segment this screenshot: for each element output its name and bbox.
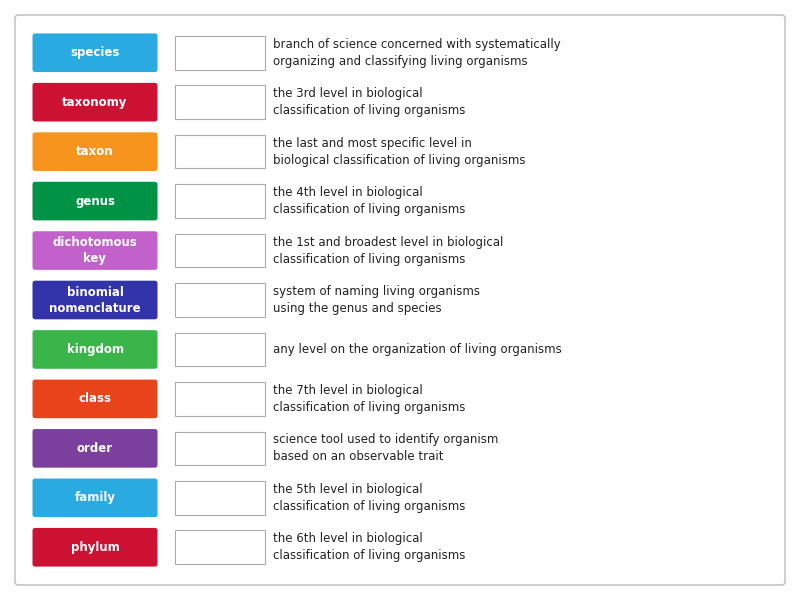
Text: kingdom: kingdom <box>66 343 123 356</box>
FancyBboxPatch shape <box>33 429 158 467</box>
FancyBboxPatch shape <box>175 85 265 119</box>
FancyBboxPatch shape <box>175 234 265 268</box>
Text: the 1st and broadest level in biological
classification of living organisms: the 1st and broadest level in biological… <box>273 236 503 266</box>
FancyBboxPatch shape <box>33 281 158 319</box>
Text: taxon: taxon <box>76 145 114 158</box>
Text: order: order <box>77 442 113 455</box>
Text: the 5th level in biological
classification of living organisms: the 5th level in biological classificati… <box>273 483 466 513</box>
FancyBboxPatch shape <box>175 36 265 70</box>
FancyBboxPatch shape <box>175 184 265 218</box>
FancyBboxPatch shape <box>175 283 265 317</box>
FancyBboxPatch shape <box>175 481 265 515</box>
Text: any level on the organization of living organisms: any level on the organization of living … <box>273 343 562 356</box>
FancyBboxPatch shape <box>175 431 265 465</box>
FancyBboxPatch shape <box>33 330 158 369</box>
Text: binomial
nomenclature: binomial nomenclature <box>49 286 141 314</box>
FancyBboxPatch shape <box>15 15 785 585</box>
FancyBboxPatch shape <box>33 83 158 121</box>
Text: the last and most specific level in
biological classification of living organism: the last and most specific level in biol… <box>273 137 526 167</box>
FancyBboxPatch shape <box>33 479 158 517</box>
Text: species: species <box>70 46 120 59</box>
FancyBboxPatch shape <box>33 528 158 566</box>
FancyBboxPatch shape <box>175 382 265 416</box>
FancyBboxPatch shape <box>33 380 158 418</box>
Text: the 7th level in biological
classification of living organisms: the 7th level in biological classificati… <box>273 384 466 414</box>
FancyBboxPatch shape <box>33 34 158 72</box>
Text: taxonomy: taxonomy <box>62 95 128 109</box>
FancyBboxPatch shape <box>175 530 265 564</box>
FancyBboxPatch shape <box>33 231 158 270</box>
Text: genus: genus <box>75 194 115 208</box>
Text: the 3rd level in biological
classification of living organisms: the 3rd level in biological classificati… <box>273 87 466 117</box>
FancyBboxPatch shape <box>33 182 158 220</box>
Text: science tool used to identify organism
based on an observable trait: science tool used to identify organism b… <box>273 433 498 463</box>
Text: system of naming living organisms
using the genus and species: system of naming living organisms using … <box>273 285 480 315</box>
FancyBboxPatch shape <box>175 135 265 169</box>
Text: family: family <box>74 491 115 505</box>
Text: the 6th level in biological
classification of living organisms: the 6th level in biological classificati… <box>273 532 466 562</box>
Text: dichotomous
key: dichotomous key <box>53 236 138 265</box>
FancyBboxPatch shape <box>33 133 158 171</box>
FancyBboxPatch shape <box>175 332 265 366</box>
Text: class: class <box>78 392 111 406</box>
Text: branch of science concerned with systematically
organizing and classifying livin: branch of science concerned with systema… <box>273 38 561 68</box>
Text: the 4th level in biological
classification of living organisms: the 4th level in biological classificati… <box>273 186 466 216</box>
Text: phylum: phylum <box>70 541 119 554</box>
